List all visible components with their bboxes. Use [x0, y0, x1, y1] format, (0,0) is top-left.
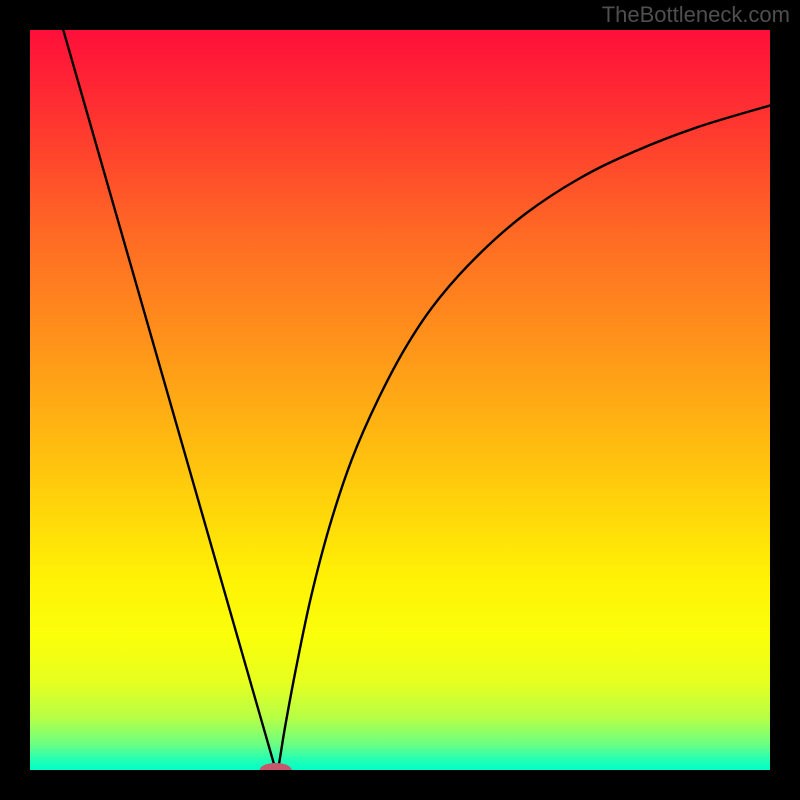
image-container: TheBottleneck.com — [0, 0, 800, 800]
watermark-text: TheBottleneck.com — [602, 2, 790, 28]
bottleneck-chart — [30, 30, 770, 770]
plot-area — [30, 30, 770, 770]
